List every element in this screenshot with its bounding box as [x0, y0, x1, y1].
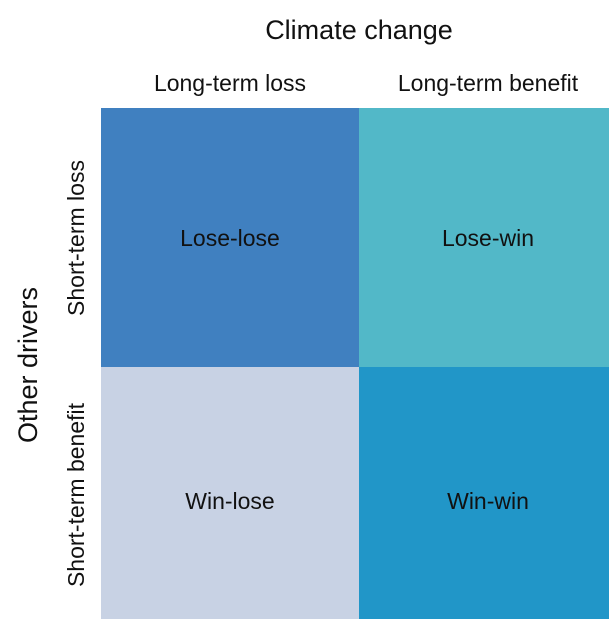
cell-label: Lose-lose — [180, 225, 280, 251]
cell-label: Win-win — [447, 488, 529, 514]
column-label: Long-term loss — [154, 70, 306, 96]
cell-label: Win-lose — [185, 488, 274, 514]
cell-box — [359, 108, 609, 367]
cell-box — [101, 108, 359, 367]
row-axis-title: Other drivers — [13, 287, 43, 443]
cell-box — [101, 367, 359, 619]
row-label: Short-term loss — [63, 160, 89, 316]
column-label: Long-term benefit — [398, 70, 579, 96]
cell-box — [359, 367, 609, 619]
column-axis-title: Climate change — [265, 15, 453, 45]
row-label: Short-term benefit — [63, 402, 89, 587]
cell-label: Lose-win — [442, 225, 534, 251]
